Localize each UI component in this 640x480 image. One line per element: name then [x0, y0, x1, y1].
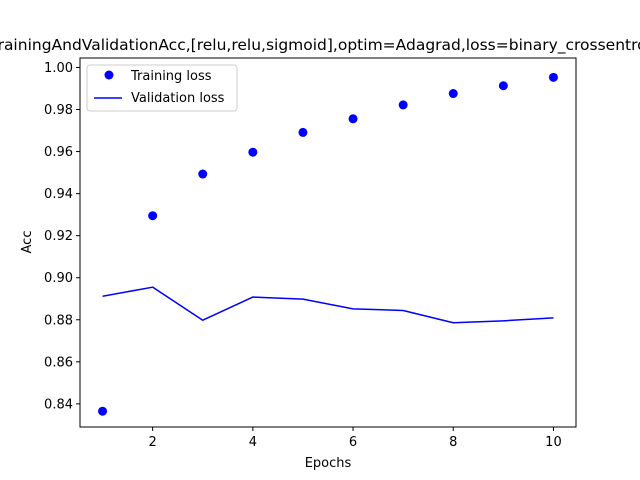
data-point-training-loss — [498, 81, 508, 91]
legend: Training loss Validation loss — [86, 64, 238, 112]
legend-label-validation: Validation loss — [131, 91, 225, 106]
axes-frame — [79, 57, 577, 428]
data-point-training-loss — [148, 211, 158, 221]
series-line-validation-loss — [102, 286, 554, 324]
data-point-training-loss — [198, 169, 208, 179]
x-tick-label: 4 — [249, 435, 257, 450]
series-layer — [98, 72, 558, 416]
y-tick-label: 0.86 — [44, 355, 73, 370]
chart-title: TrainingAndValidationAcc,[relu,relu,sigm… — [0, 36, 640, 55]
y-tick-label: 0.94 — [44, 187, 73, 202]
data-point-training-loss — [398, 100, 408, 110]
x-axis-label: Epochs — [305, 456, 352, 471]
data-point-training-loss — [548, 72, 558, 82]
data-point-training-loss — [98, 406, 108, 416]
x-tick-label: 6 — [349, 435, 357, 450]
plot-area — [79, 57, 577, 428]
y-tick-label: 0.92 — [44, 229, 73, 244]
legend-frame — [86, 64, 238, 112]
data-point-training-loss — [348, 114, 358, 124]
data-point-training-loss — [298, 127, 308, 137]
y-tick-label: 1.00 — [44, 61, 73, 76]
y-tick-label: 0.98 — [44, 103, 73, 118]
y-tick-label: 0.88 — [44, 313, 73, 328]
y-tick-label: 0.90 — [44, 271, 73, 286]
x-tick-label: 10 — [545, 435, 562, 450]
y-tick-label: 0.96 — [44, 145, 73, 160]
legend-label-training: Training loss — [130, 69, 212, 84]
y-axis-label: Acc — [20, 231, 35, 254]
x-axis: 2 4 6 8 10 — [149, 427, 562, 450]
data-point-training-loss — [248, 147, 258, 157]
y-axis: 0.84 0.86 0.88 0.90 0.92 0.94 0.96 0.98 1.00 — [44, 61, 80, 412]
x-tick-label: 8 — [449, 435, 457, 450]
y-tick-label: 0.84 — [44, 397, 73, 412]
data-point-training-loss — [448, 89, 458, 99]
legend-marker-training — [104, 70, 114, 80]
x-tick-label: 2 — [149, 435, 157, 450]
